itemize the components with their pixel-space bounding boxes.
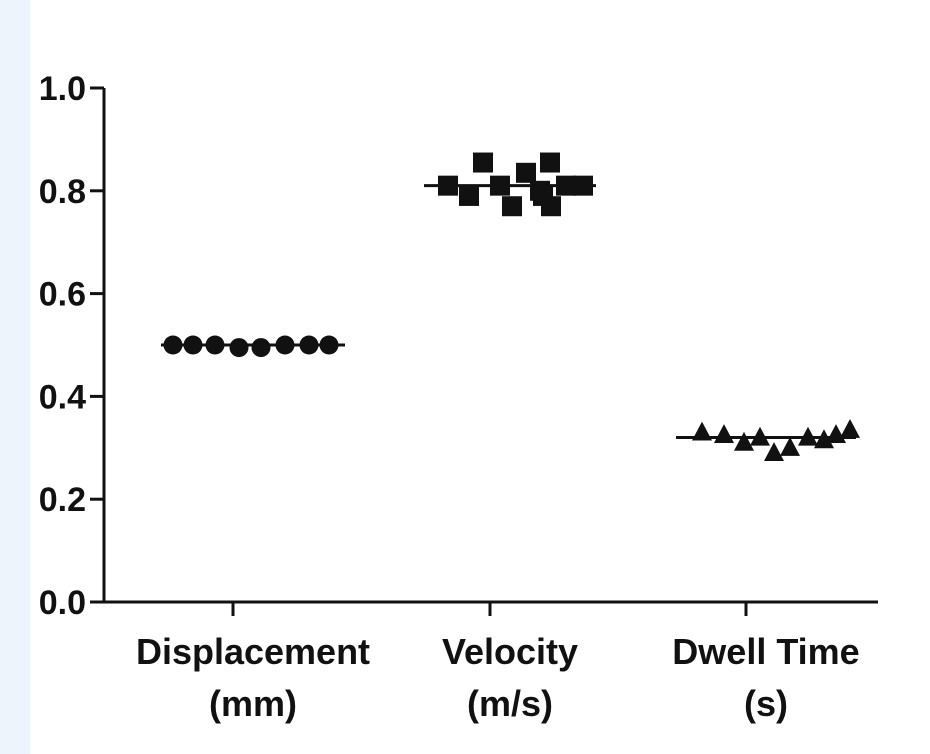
data-point-circle xyxy=(299,335,319,355)
x-category-label: Dwell Time xyxy=(672,631,859,672)
data-point-triangle xyxy=(764,442,784,462)
data-point-circle xyxy=(229,338,249,358)
data-point-square xyxy=(473,152,493,173)
data-point-triangle xyxy=(780,437,800,456)
y-tick-label: 0.2 xyxy=(39,481,86,519)
x-category-unit-label: (m/s) xyxy=(467,683,553,724)
data-point-circle xyxy=(163,335,183,355)
data-point-square xyxy=(490,175,510,196)
data-point-circle xyxy=(251,338,271,358)
x-category-unit-label: (s) xyxy=(744,683,788,724)
data-point-square xyxy=(541,196,561,217)
y-tick-label: 0.6 xyxy=(39,276,86,314)
data-point-triangle xyxy=(750,426,770,446)
data-point-triangle xyxy=(734,431,754,451)
data-point-square xyxy=(556,175,576,196)
y-tick-label: 1.0 xyxy=(39,70,86,108)
data-point-triangle xyxy=(840,419,860,438)
left-border-strip xyxy=(0,0,30,754)
data-point-square xyxy=(459,185,479,206)
data-point-square xyxy=(438,175,458,196)
x-category-label: Velocity xyxy=(442,631,578,672)
data-point-triangle xyxy=(826,424,846,444)
data-point-square xyxy=(502,196,522,217)
y-tick-label: 0.8 xyxy=(39,173,86,211)
data-point-circle xyxy=(183,335,203,355)
data-point-circle xyxy=(205,335,225,355)
data-point-square xyxy=(573,175,593,196)
data-point-triangle xyxy=(714,424,734,444)
data-point-square xyxy=(540,152,560,173)
data-point-square xyxy=(516,162,536,183)
data-point-circle xyxy=(319,335,339,355)
data-point-triangle xyxy=(692,421,712,441)
data-point-triangle xyxy=(814,429,834,449)
data-point-circle xyxy=(275,335,295,355)
y-tick-label: 0.4 xyxy=(39,378,86,416)
x-category-label: Displacement xyxy=(136,631,370,672)
x-category-unit-label: (mm) xyxy=(209,683,297,724)
y-tick-label: 0.0 xyxy=(39,584,86,622)
data-point-triangle xyxy=(798,426,818,446)
